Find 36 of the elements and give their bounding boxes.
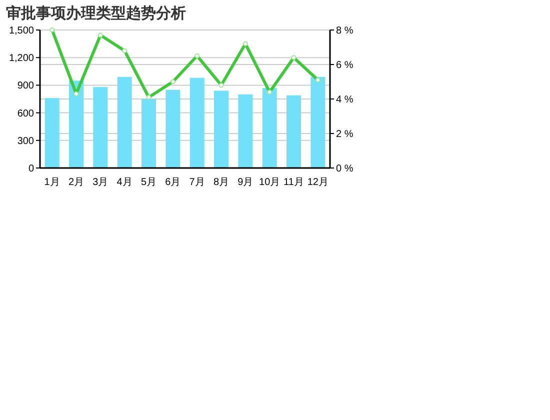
y-tick-label: 600 <box>17 108 34 120</box>
x-tick-label: 3月 <box>92 177 108 188</box>
x-tick-label: 8月 <box>213 177 230 188</box>
bar <box>262 88 277 168</box>
bar <box>310 76 326 168</box>
y2-tick-label: 0 % <box>336 164 354 174</box>
x-tick-label: 5月 <box>140 177 157 188</box>
x-tick-label: 4月 <box>116 177 132 188</box>
y-tick-label: 900 <box>17 80 34 92</box>
x-tick-label: 9月 <box>238 177 254 188</box>
y2-tick-label: 6 % <box>336 60 354 71</box>
bar <box>44 98 60 168</box>
x-tick-label: 12月 <box>307 177 328 188</box>
bar <box>93 87 108 168</box>
x-tick-label: 2月 <box>68 177 84 188</box>
bar <box>69 80 84 168</box>
y-tick-label: 1,200 <box>8 53 34 64</box>
bar <box>238 94 253 168</box>
x-tick-label: 7月 <box>189 177 205 188</box>
x-tick-label: 6月 <box>165 177 181 188</box>
y-tick-label: 0 <box>28 164 34 174</box>
y-tick-label: 300 <box>17 136 34 147</box>
x-tick-label: 11月 <box>284 177 304 188</box>
bar <box>286 95 301 168</box>
y2-tick-label: 4 % <box>336 94 354 106</box>
chart-title: 审批事项办理类型趋势分析 <box>6 4 186 22</box>
bar <box>190 78 204 168</box>
y2-tick-label: 2 % <box>336 129 354 140</box>
bar <box>166 90 180 168</box>
bar <box>142 99 156 168</box>
x-tick-label: 1月 <box>44 177 60 188</box>
y2-tick-label: 8 % <box>336 26 354 36</box>
y-tick-label: 1,500 <box>8 26 34 36</box>
x-tick-label: 10月 <box>259 177 280 188</box>
bar <box>214 90 228 168</box>
bar <box>117 76 132 168</box>
